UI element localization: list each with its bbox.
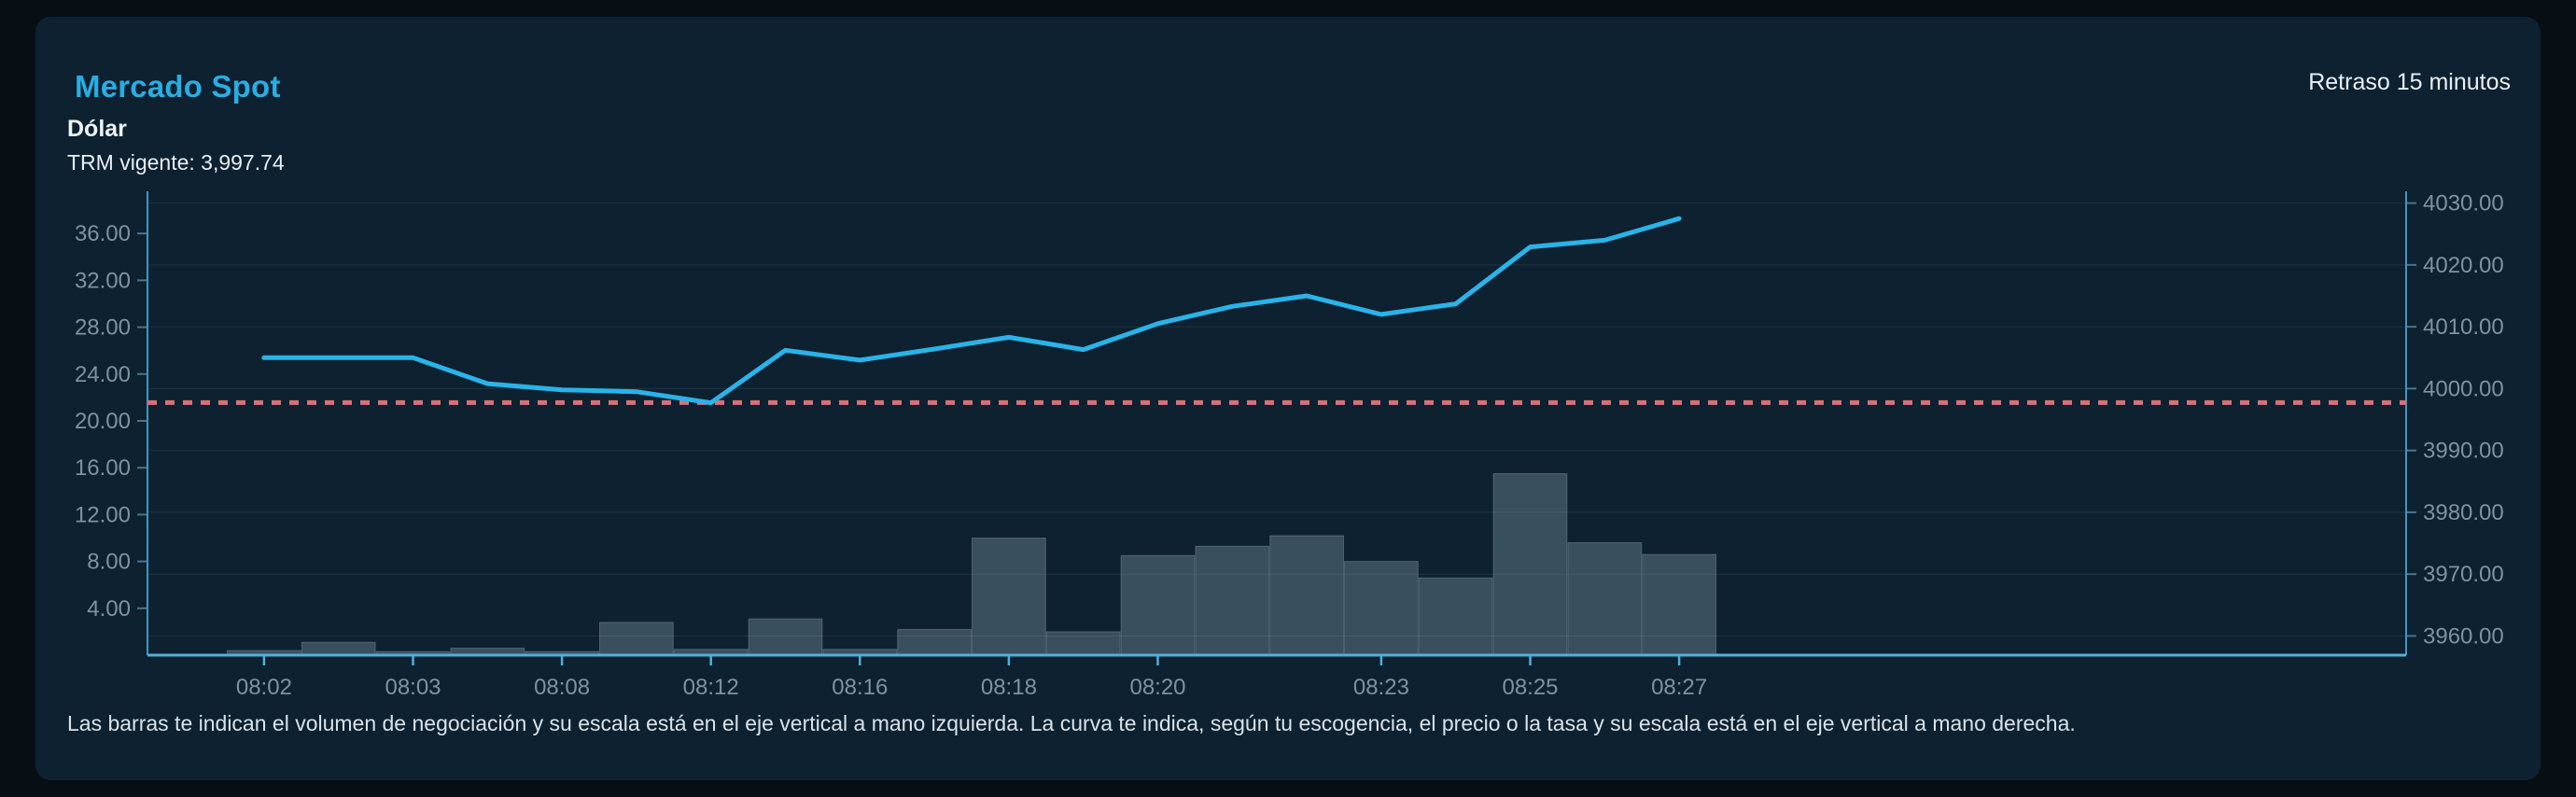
volume-bar[interactable] (1270, 536, 1344, 655)
svg-text:8.00: 8.00 (87, 550, 131, 575)
volume-bar[interactable] (749, 619, 822, 655)
volume-bar[interactable] (600, 622, 674, 655)
svg-text:32.00: 32.00 (75, 268, 131, 293)
svg-text:08:16: 08:16 (832, 675, 888, 700)
page: Mercado Spot Dólar TRM vigente: 3,997.74… (0, 0, 2576, 797)
volume-bar[interactable] (898, 629, 972, 655)
svg-text:4000.00: 4000.00 (2423, 376, 2504, 401)
svg-text:4010.00: 4010.00 (2423, 315, 2504, 340)
svg-text:24.00: 24.00 (75, 362, 131, 387)
svg-text:08:23: 08:23 (1353, 675, 1409, 700)
volume-bar[interactable] (1493, 474, 1567, 656)
volume-bar[interactable] (1046, 632, 1120, 655)
svg-text:3960.00: 3960.00 (2423, 623, 2504, 649)
svg-text:08:02: 08:02 (236, 675, 292, 700)
svg-text:3970.00: 3970.00 (2423, 562, 2504, 587)
svg-text:08:08: 08:08 (534, 675, 590, 700)
left-axis-labels: 4.00 8.00 12.00 16.00 20.00 24.00 28.00 32.00 36… (75, 221, 147, 622)
volume-bar[interactable] (1643, 554, 1716, 655)
svg-text:08:20: 08:20 (1129, 675, 1185, 700)
volume-bar[interactable] (1121, 555, 1195, 655)
svg-text:08:03: 08:03 (385, 675, 441, 700)
svg-text:3980.00: 3980.00 (2423, 500, 2504, 525)
svg-text:4030.00: 4030.00 (2423, 191, 2504, 217)
svg-text:36.00: 36.00 (75, 221, 131, 246)
volume-bars[interactable] (228, 474, 1716, 656)
price-line[interactable] (264, 218, 1679, 402)
volume-bar[interactable] (1345, 562, 1419, 655)
svg-text:4020.00: 4020.00 (2423, 253, 2504, 278)
spot-price-volume-chart: 4.00 8.00 12.00 16.00 20.00 24.00 28.00 32.00 36… (0, 0, 2576, 797)
svg-text:08:12: 08:12 (683, 675, 739, 700)
svg-text:20.00: 20.00 (75, 409, 131, 434)
svg-text:08:25: 08:25 (1502, 675, 1558, 700)
svg-text:28.00: 28.00 (75, 315, 131, 341)
volume-bar[interactable] (1568, 543, 1642, 656)
svg-text:4.00: 4.00 (87, 596, 131, 622)
svg-text:12.00: 12.00 (75, 502, 131, 527)
x-axis-labels: 08:02 08:03 08:08 08:12 08:16 08:18 08:20 08:23… (236, 655, 1707, 700)
volume-bar[interactable] (1196, 546, 1269, 655)
svg-text:3990.00: 3990.00 (2423, 439, 2504, 464)
volume-bar[interactable] (1419, 578, 1492, 655)
svg-text:08:18: 08:18 (981, 675, 1037, 700)
volume-bar[interactable] (301, 642, 375, 655)
volume-bar[interactable] (973, 538, 1046, 656)
right-axis-labels: 3960.00 3970.00 3980.00 3990.00 4000.00 4010.… (2406, 191, 2504, 650)
svg-text:16.00: 16.00 (75, 455, 131, 481)
svg-text:08:27: 08:27 (1651, 675, 1707, 700)
